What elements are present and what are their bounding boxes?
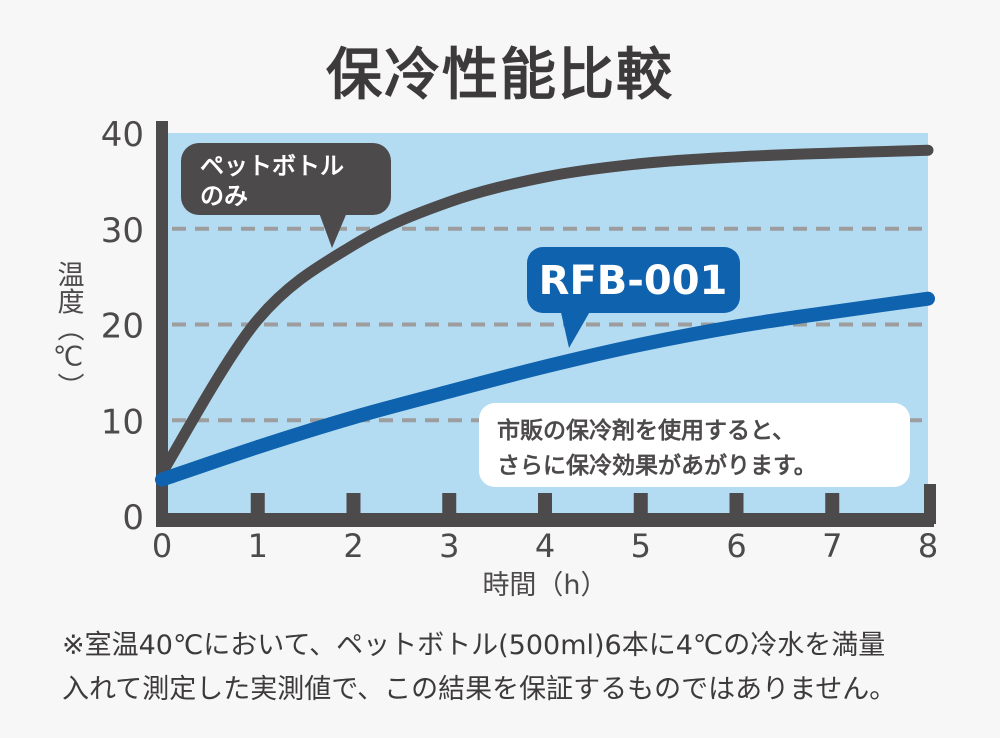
x-tick-mark-7 [825,493,840,517]
x-tick-label-1: 1 [248,527,268,565]
y-tick-label-30: 30 [101,211,144,251]
y-tick-label-20: 20 [101,307,144,347]
x-tick-mark-2 [346,493,361,517]
pet-callout-line-2: のみ [200,182,248,210]
pet-callout-line-1: ペットボトル [200,152,344,180]
series-line-pet-bottle [156,144,934,479]
rfb-callout-pointer [560,308,592,348]
x-tick-label-5: 5 [631,527,651,565]
footnote: ※室温40℃において、ペットボトル(500ml)6本に4℃の冷水を満量 入れて測… [62,624,982,712]
footnote-line-2: 入れて測定した実測値で、この結果を保証するものではありません。 [62,674,897,705]
info-box: 市販の保冷剤を使用すると、さらに保冷効果があがります。 [479,403,910,487]
pet-callout-box [181,143,391,215]
y-axis-label: 温度（℃） [53,261,85,400]
chart-title: 保冷性能比較 [326,43,674,108]
y-tick-label-40: 40 [101,115,144,155]
x-tick-mark-1 [250,493,265,517]
rfb-callout-text: RFB-001 [539,258,728,304]
y-tick-label-0: 0 [122,498,144,538]
x-tick-label-0: 0 [152,527,172,565]
footnote-line-1: ※室温40℃において、ペットボトル(500ml)6本に4℃の冷水を満量 [62,630,886,661]
x-tick-mark-3 [442,493,457,517]
x-tick-mark-6 [729,493,744,517]
series-line-rfb-001 [155,291,935,487]
x-tick-label-8: 8 [918,527,938,565]
info-box-bg [479,403,910,487]
x-tick-mark-4 [538,493,552,517]
x-tick-label-3: 3 [439,527,459,565]
x-axis-end-cap [924,484,936,524]
x-tick-mark-5 [633,493,648,517]
y-tick-label-10: 10 [101,402,144,442]
rfb-callout: RFB-001 [527,247,740,348]
rfb-callout-box [527,247,740,313]
x-tick-label-6: 6 [726,527,746,565]
x-tick-label-7: 7 [822,527,842,565]
x-tick-label-2: 2 [343,527,363,565]
info-line-2: さらに保冷効果があがります。 [497,452,817,479]
x-tick-label-4: 4 [535,527,555,565]
pet-callout-pointer [318,210,348,248]
x-axis-label: 時間（h） [482,570,607,601]
info-line-1: 市販の保冷剤を使用すると、 [497,417,795,444]
